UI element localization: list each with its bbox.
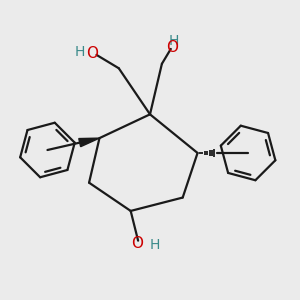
- Text: O: O: [166, 40, 178, 55]
- Text: O: O: [131, 236, 143, 250]
- Text: H: H: [169, 34, 179, 48]
- Text: H: H: [75, 45, 85, 59]
- Text: O: O: [86, 46, 98, 62]
- Text: H: H: [149, 238, 160, 252]
- Polygon shape: [79, 138, 100, 147]
